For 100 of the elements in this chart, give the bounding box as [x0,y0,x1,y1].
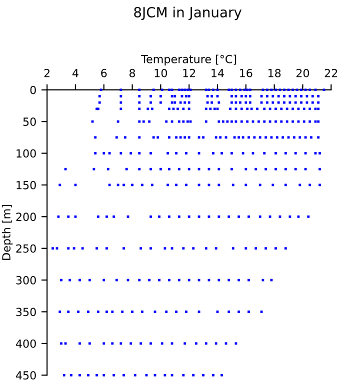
point [186,120,189,123]
point [206,94,209,98]
point [209,108,212,110]
point [214,136,218,139]
x-tick-label: 2 [44,68,50,78]
x-tick-label: 16 [240,68,252,78]
point [125,168,128,170]
point [152,88,155,92]
point [262,278,264,282]
point [246,120,249,123]
point [112,374,116,376]
point [102,278,106,282]
x-tick-label: 6 [101,68,107,78]
point [263,120,266,123]
point [186,88,189,92]
x-tick-label: 22 [324,68,338,78]
point [244,247,248,250]
point [230,168,233,170]
point [204,88,208,92]
point [120,88,122,92]
point [102,374,106,376]
point [134,374,136,376]
point [62,374,66,376]
point [204,108,208,110]
point [308,108,312,110]
y-tick-label: 100 [16,149,36,158]
point [182,247,185,250]
point [246,88,249,92]
point [160,88,164,92]
x-tick-label: 14 [212,69,224,78]
point [184,136,186,139]
point [188,94,190,98]
point [250,108,253,110]
point [302,120,306,123]
point [124,136,126,139]
point [182,374,185,376]
point [159,168,162,170]
point [120,94,122,98]
point [57,215,60,218]
point [156,136,160,139]
point [192,374,195,376]
point [210,94,214,98]
x-tick-label: 4 [72,69,78,78]
point [254,168,258,170]
x-tick-label: 10 [154,68,168,78]
point [88,278,91,282]
point [175,136,178,139]
point [228,278,230,282]
point [308,88,312,92]
point [178,120,180,123]
point [178,278,180,282]
point [178,215,180,218]
point [263,108,266,110]
point [280,120,283,123]
point [214,247,218,250]
point [164,247,166,250]
y-tick-label: 200 [16,212,36,222]
point [179,136,182,139]
point [317,94,320,98]
point [138,136,141,139]
point [244,94,248,98]
point [218,215,220,218]
point [257,120,260,123]
point [297,120,300,123]
point [272,94,274,98]
point [148,120,151,123]
point [182,108,185,110]
point [292,136,296,139]
point [308,120,312,123]
point [253,136,256,139]
point [218,278,220,282]
point [266,94,268,98]
point [204,247,208,250]
point [188,168,190,170]
point [96,215,100,218]
point [284,168,287,170]
point [288,94,292,98]
point [286,120,288,123]
point [282,136,284,139]
chart-title: 8JCM in January [134,6,242,20]
point [112,215,116,218]
point [228,88,230,92]
point [106,168,110,170]
point [115,136,118,139]
point [307,215,310,218]
point [159,94,162,98]
x-axis-title: Temperature [°C] [141,54,236,66]
point [230,94,233,98]
point [248,94,252,98]
point [67,247,70,250]
point [294,168,297,170]
point [213,108,216,110]
point [230,120,233,123]
point [317,108,320,110]
point [266,88,268,92]
y-tick-label: 250 [16,244,36,253]
point [222,120,224,123]
point [182,120,185,123]
point [174,94,176,98]
point [138,108,141,110]
